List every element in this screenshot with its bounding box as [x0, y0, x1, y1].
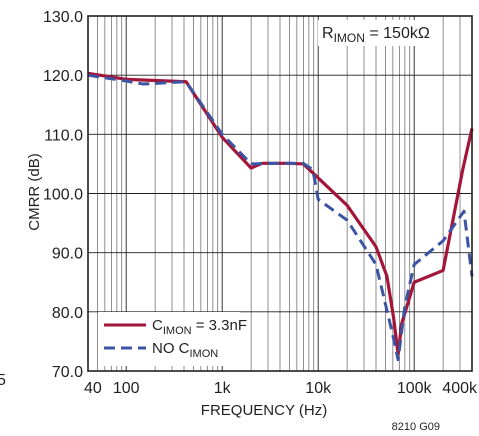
y-tick-label: 120.0	[43, 68, 83, 85]
legend-0-sub: IMON	[163, 325, 192, 337]
y-tick-label: 70.0	[52, 364, 83, 381]
annotation-main: R	[322, 25, 334, 42]
grid	[88, 16, 472, 371]
series-group	[87, 71, 474, 362]
x-tick-label: 10k	[305, 380, 332, 397]
x-tick-labels: 40 100 1k 10k 100k 400k	[84, 380, 478, 397]
x-axis-label: FREQUENCY (Hz)	[201, 402, 327, 419]
y-tick-label: 130.0	[43, 9, 83, 26]
figure-id: 8210 G09	[392, 421, 440, 433]
series-line-1	[87, 73, 474, 362]
y-tick-label: 80.0	[52, 305, 83, 322]
y-tick-label: 110.0	[44, 127, 83, 144]
annotation-sub: IMON	[334, 31, 365, 45]
series-line-0	[87, 71, 474, 357]
legend-label-series-1: NO CIMON	[152, 340, 218, 360]
legend: CIMON = 3.3nF NO CIMON	[98, 312, 247, 366]
rimon-annotation: RIMON = 150kΩ	[322, 25, 430, 45]
legend-label-series-0: CIMON = 3.3nF	[152, 317, 247, 337]
legend-1-sub: IMON	[190, 348, 219, 360]
x-tick-label: 40	[84, 380, 102, 397]
legend-1-main: NO C	[152, 340, 190, 357]
legend-background	[98, 312, 240, 366]
y-tick-labels: 70.0 80.0 90.0 100.0 110.0 120.0 130.0	[43, 9, 83, 381]
annotation-rest: = 150kΩ	[365, 25, 430, 42]
left-edge-fragment: 5	[0, 372, 6, 389]
plot-frame	[87, 15, 473, 372]
x-tick-label: 100	[113, 380, 140, 397]
x-tick-label: 400k	[442, 380, 478, 397]
y-axis-label: CMRR (dB)	[26, 153, 43, 231]
legend-0-main: C	[152, 317, 163, 334]
annotation-box	[318, 20, 442, 46]
y-tick-label: 90.0	[52, 246, 83, 263]
legend-0-rest: = 3.3nF	[192, 317, 247, 334]
x-tick-label: 1k	[214, 380, 232, 397]
y-tick-label: 100.0	[43, 187, 83, 204]
x-tick-label: 100k	[397, 380, 433, 397]
